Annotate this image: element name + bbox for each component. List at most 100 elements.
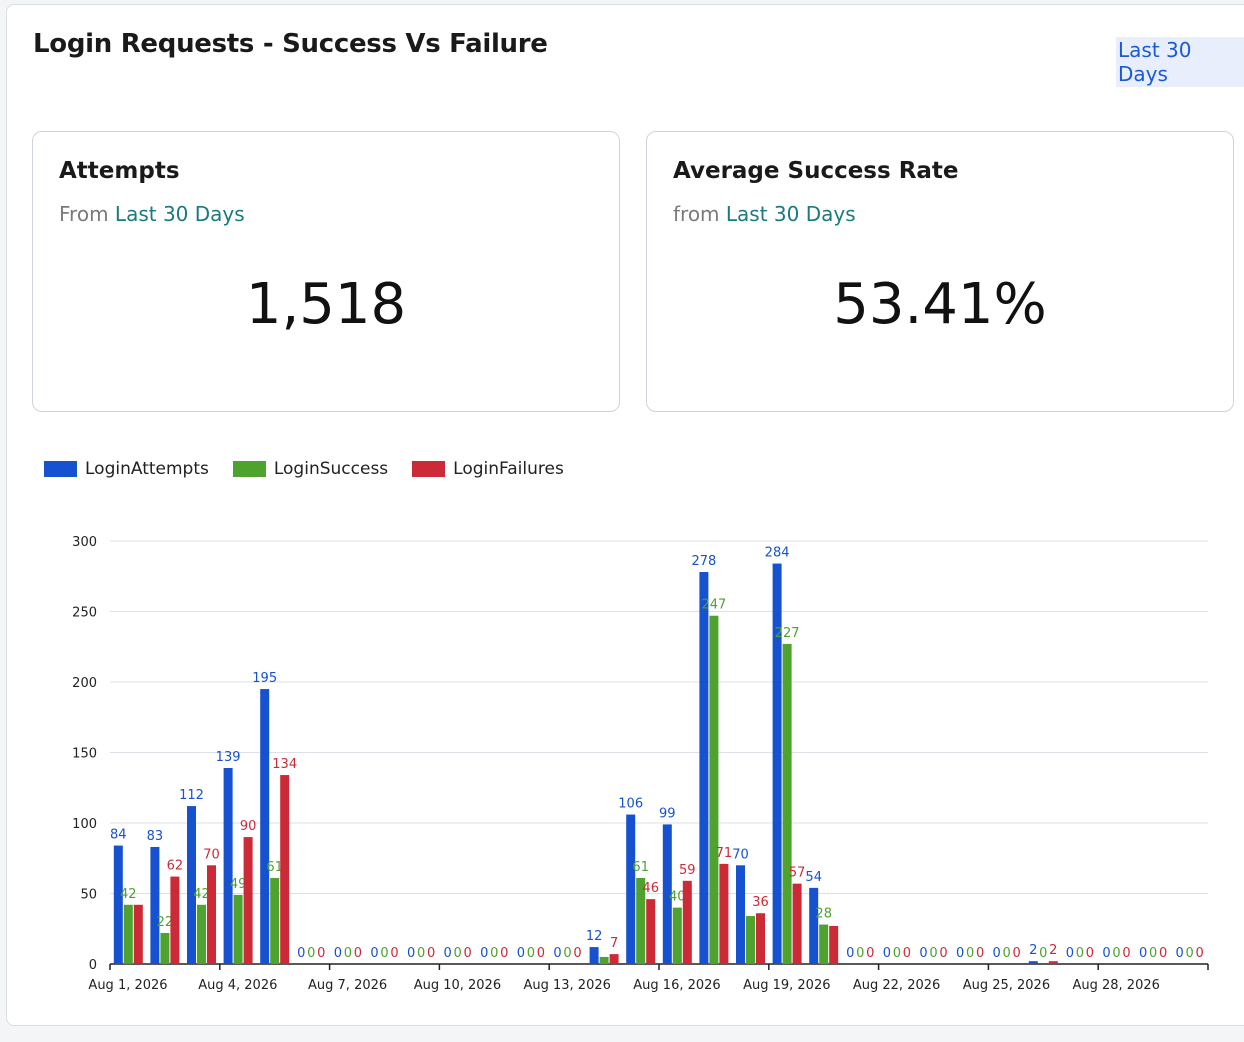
- legend-item-login-failures[interactable]: LoginFailures: [412, 459, 564, 479]
- data-label: 284: [765, 546, 790, 561]
- bar-loginfailures: [646, 899, 656, 964]
- data-label: 0: [427, 946, 435, 961]
- data-label: 0: [1149, 946, 1157, 961]
- y-tick-label: 200: [72, 676, 97, 691]
- x-tick-label: Aug 28, 2026: [1072, 978, 1159, 993]
- data-label: 0: [1076, 946, 1084, 961]
- data-label: 195: [252, 671, 277, 686]
- success-rate-card: Average Success Rate from Last 30 Days 5…: [646, 131, 1234, 412]
- data-label: 0: [444, 946, 452, 961]
- data-label: 57: [789, 866, 806, 881]
- x-tick-label: Aug 4, 2026: [198, 978, 277, 993]
- bar-loginattempts: [1028, 961, 1038, 964]
- data-label: 90: [240, 819, 257, 834]
- attempts-sub-prefix: From: [59, 202, 109, 226]
- data-label: 227: [775, 626, 800, 641]
- data-label: 0: [454, 946, 462, 961]
- y-tick-label: 100: [72, 817, 97, 832]
- bar-loginfailures: [609, 954, 619, 964]
- y-tick-label: 0: [89, 958, 97, 973]
- date-range-link[interactable]: Last 30 Days: [1116, 37, 1244, 87]
- data-label: 46: [642, 881, 659, 896]
- data-label: 0: [380, 946, 388, 961]
- page-title: Login Requests - Success Vs Failure: [33, 29, 548, 59]
- bar-loginsuccess: [233, 894, 243, 964]
- attempts-card: Attempts From Last 30 Days 1,518: [32, 131, 620, 412]
- data-label: 0: [573, 946, 581, 961]
- legend-item-login-success[interactable]: LoginSuccess: [232, 459, 388, 479]
- bar-loginsuccess: [672, 907, 682, 964]
- attempts-value: 1,518: [245, 272, 407, 337]
- data-label: 36: [752, 895, 769, 910]
- bar-loginfailures: [207, 865, 216, 964]
- y-tick-label: 300: [72, 535, 97, 550]
- bar-loginsuccess: [636, 877, 646, 964]
- data-label: 0: [1186, 946, 1194, 961]
- data-label: 59: [679, 863, 696, 878]
- data-label: 0: [1159, 946, 1167, 961]
- y-tick-label: 50: [80, 888, 97, 903]
- data-label: 83: [147, 829, 164, 844]
- data-label: 0: [929, 946, 937, 961]
- data-label: 0: [407, 946, 415, 961]
- data-label: 0: [354, 946, 362, 961]
- data-label: 99: [659, 806, 676, 821]
- data-label: 2: [1049, 943, 1057, 958]
- legend-label-login-failures: LoginFailures: [453, 459, 564, 479]
- legend-item-login-attempts[interactable]: LoginAttempts: [44, 459, 209, 479]
- bar-loginsuccess: [709, 615, 719, 964]
- data-label: 0: [1176, 946, 1184, 961]
- x-tick-label: Aug 25, 2026: [963, 978, 1050, 993]
- bar-loginattempts: [699, 572, 709, 964]
- data-label: 49: [230, 877, 247, 892]
- data-label: 70: [203, 847, 220, 862]
- bar-loginfailures: [243, 837, 253, 964]
- bar-loginfailures: [756, 913, 765, 964]
- legend-swatch-login-failures: [412, 461, 446, 477]
- data-label: 0: [517, 946, 525, 961]
- success-rate-range-link[interactable]: Last 30 Days: [725, 202, 856, 226]
- data-label: 0: [334, 946, 342, 961]
- data-label: 0: [919, 946, 927, 961]
- legend-swatch-login-attempts: [44, 461, 77, 477]
- bar-loginfailures: [280, 775, 290, 964]
- y-tick-label: 150: [72, 747, 97, 762]
- data-label: 0: [464, 946, 472, 961]
- bar-loginsuccess: [270, 877, 280, 964]
- data-label: 112: [179, 788, 204, 803]
- data-label: 0: [856, 946, 864, 961]
- bar-loginattempts: [260, 689, 270, 964]
- x-tick-label: Aug 13, 2026: [523, 978, 610, 993]
- data-label: 0: [866, 946, 874, 961]
- data-label: 247: [701, 598, 726, 613]
- data-label: 278: [691, 554, 716, 569]
- bar-loginsuccess: [599, 956, 609, 964]
- attempts-card-subtitle: From Last 30 Days: [59, 202, 245, 226]
- legend-swatch-login-success: [232, 461, 266, 477]
- bar-loginsuccess: [819, 924, 829, 964]
- data-label: 0: [939, 946, 947, 961]
- bar-loginattempts: [809, 887, 819, 964]
- data-label: 0: [297, 946, 305, 961]
- attempts-range-link[interactable]: Last 30 Days: [114, 202, 245, 226]
- data-label: 134: [272, 757, 297, 772]
- data-label: 62: [167, 859, 184, 874]
- x-tick-label: Aug 1, 2026: [88, 978, 167, 993]
- bar-loginattempts: [772, 563, 782, 964]
- bar-loginfailures: [719, 863, 729, 964]
- bar-loginsuccess: [123, 904, 133, 964]
- legend-label-login-attempts: LoginAttempts: [85, 459, 209, 479]
- data-label: 0: [883, 946, 891, 961]
- data-label: 2: [1029, 943, 1037, 958]
- data-label: 71: [716, 846, 733, 861]
- data-label: 0: [993, 946, 1001, 961]
- data-label: 12: [586, 929, 603, 944]
- data-label: 0: [490, 946, 498, 961]
- bar-loginfailures: [170, 876, 180, 964]
- x-tick-label: Aug 22, 2026: [853, 978, 940, 993]
- bar-loginattempts: [113, 845, 123, 964]
- data-label: 106: [618, 797, 643, 812]
- data-label: 42: [193, 887, 210, 902]
- data-label: 22: [157, 915, 174, 930]
- bar-loginfailures: [829, 925, 839, 964]
